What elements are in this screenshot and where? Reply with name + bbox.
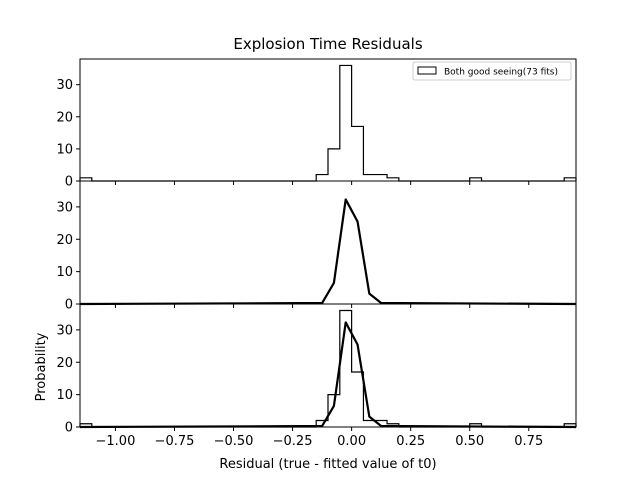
histogram-outline <box>79 309 577 428</box>
y-tick-label: 30 <box>56 78 73 93</box>
legend-swatch <box>417 66 437 75</box>
y-tick-label: 10 <box>56 388 73 403</box>
panel-2: 0 10 20 30 <box>56 180 577 313</box>
panel-1: 0 10 20 30 Both good seeing(73 fits) <box>56 58 577 190</box>
y-tick-label: 0 <box>65 298 73 313</box>
x-tick-label: 0.25 <box>396 434 425 449</box>
y-tick-label: 0 <box>65 421 73 436</box>
x-tick-label: −0.25 <box>273 434 313 449</box>
x-tick-label: 0.50 <box>455 434 484 449</box>
legend-label: Both good seeing(73 fits) <box>444 68 558 78</box>
y-tick-label: 20 <box>56 110 73 125</box>
y-tick-label: 30 <box>56 200 73 215</box>
histogram-bar <box>340 65 352 181</box>
x-axis-label: Residual (true - fitted value of t0) <box>219 457 436 472</box>
histogram-outline <box>79 64 577 182</box>
histogram-bar <box>328 149 340 181</box>
x-tick-label: 0.00 <box>337 434 366 449</box>
y-tick-label: 20 <box>56 233 73 248</box>
histogram-bar <box>375 175 387 181</box>
y-tick-label: 30 <box>56 323 73 338</box>
histogram-bar <box>316 175 328 181</box>
legend: Both good seeing(73 fits) <box>412 61 572 81</box>
x-tick-label: −0.75 <box>155 434 195 449</box>
histogram-bar <box>352 126 364 181</box>
panel-3: 0 10 20 30 −1.00 −0.75 −0.50 −0.25 0.00 0.25 0.50 0… <box>56 303 577 449</box>
chart-title: Explosion Time Residuals <box>233 35 422 53</box>
y-tick-label: 20 <box>56 356 73 371</box>
series-line <box>79 321 577 429</box>
x-tick-label: 0.75 <box>514 434 543 449</box>
histogram-bar <box>363 175 375 181</box>
axes-frame <box>79 180 577 305</box>
histogram-bar <box>363 421 375 427</box>
legend-box <box>412 61 572 81</box>
y-tick-label: 10 <box>56 142 73 157</box>
x-tick-label: −1.00 <box>96 434 136 449</box>
y-tick-label: 0 <box>65 175 73 190</box>
axes-frame <box>79 303 577 428</box>
y-axis-label: Probability <box>34 332 49 401</box>
y-tick-label: 10 <box>56 265 73 280</box>
x-tick-label: −0.50 <box>214 434 254 449</box>
series-line <box>79 198 577 306</box>
histogram-bar <box>352 372 364 427</box>
